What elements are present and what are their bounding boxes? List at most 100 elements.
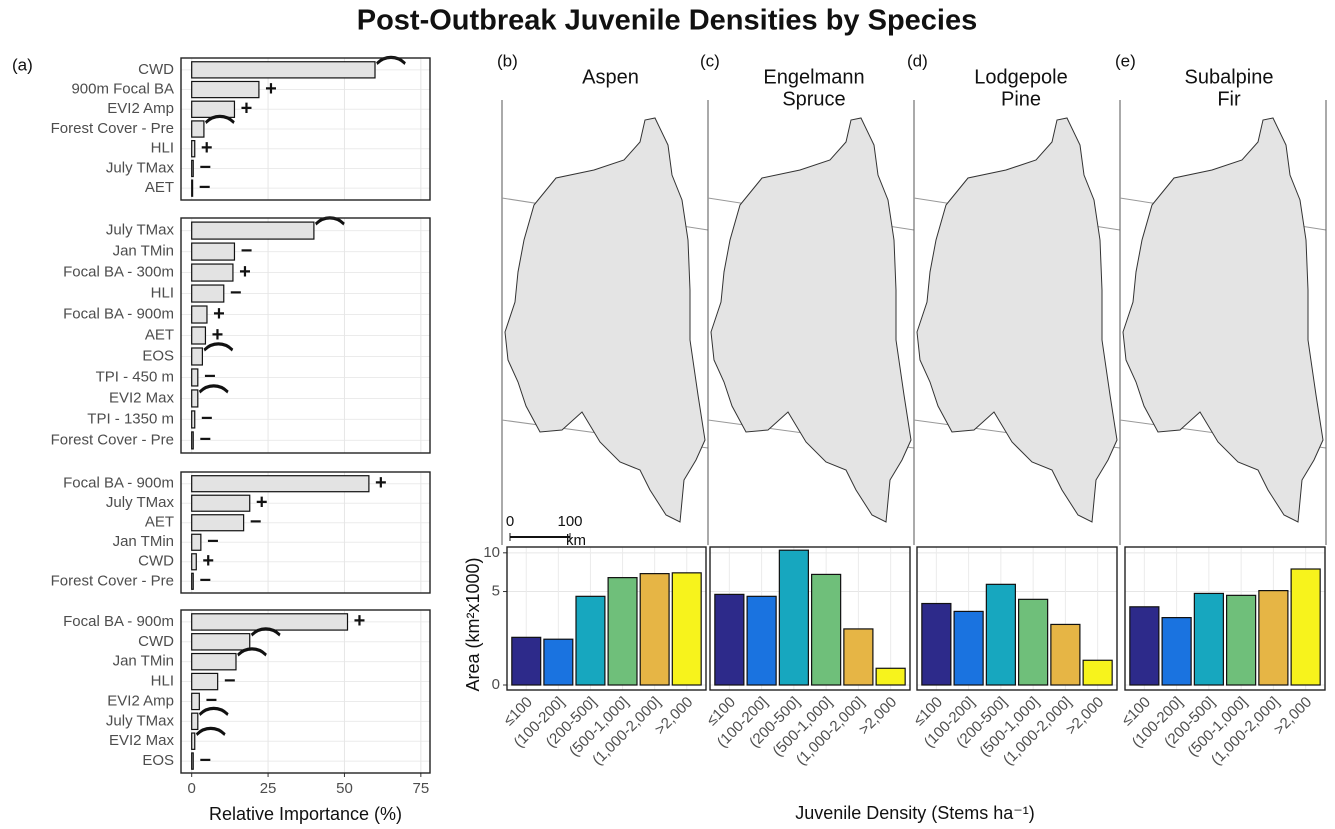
panel-border	[916, 546, 1118, 691]
bar	[1129, 606, 1160, 686]
bar	[191, 431, 194, 450]
category-label: Focal BA - 900m	[63, 475, 174, 492]
category-label: TPI - 450 m	[96, 368, 174, 385]
effect-symbol: −	[199, 429, 211, 451]
y-tick-label: 0	[492, 676, 500, 693]
bar	[191, 100, 236, 118]
x-tick-label: 75	[412, 780, 429, 797]
x-axis-label: Relative Importance (%)	[209, 804, 402, 824]
category-label: EOS	[142, 347, 174, 364]
bar	[191, 692, 200, 711]
category-label: Forest Cover - Pre	[51, 120, 174, 137]
map	[501, 100, 709, 545]
effect-symbol: ⌒	[199, 707, 229, 740]
panel-border	[180, 471, 431, 594]
bar	[1226, 594, 1257, 686]
category-label: July TMax	[106, 712, 175, 729]
effect-symbol: −	[199, 176, 211, 198]
bar	[191, 494, 251, 512]
bar	[191, 572, 194, 590]
bar	[191, 263, 234, 282]
category-label: July TMax	[106, 159, 175, 176]
bar	[191, 284, 225, 303]
species-title: Engelmann	[763, 66, 864, 88]
y-tick-label: 5	[492, 583, 500, 600]
bar	[191, 221, 315, 240]
bar	[191, 389, 199, 408]
species-title: Fir	[1217, 88, 1241, 110]
bar	[191, 410, 196, 429]
effect-symbol: +	[239, 261, 251, 283]
effect-symbol: ⌒	[205, 115, 235, 148]
panel-border	[180, 57, 431, 201]
maps	[501, 100, 1327, 545]
category-label: Forest Cover - Pre	[51, 431, 174, 448]
effect-symbol: −	[199, 570, 211, 592]
y-tick-label: 10	[483, 544, 500, 561]
bar	[843, 628, 874, 686]
bar	[191, 712, 199, 731]
effect-symbol: +	[375, 472, 387, 494]
panel-label: (e)	[1115, 51, 1136, 70]
bar	[191, 633, 251, 651]
bar	[1193, 592, 1224, 686]
bar	[671, 572, 702, 686]
scale-label: 100	[557, 513, 582, 530]
bar	[1018, 598, 1049, 686]
bar	[191, 652, 237, 671]
panel-border	[180, 217, 431, 454]
category-label: TPI - 1350 m	[87, 410, 174, 427]
bar	[191, 475, 370, 493]
effect-symbol: ⌒	[376, 56, 406, 89]
panel-border	[1124, 546, 1326, 691]
category-label: CWD	[138, 633, 174, 650]
category-label: CWD	[138, 61, 174, 78]
bar	[191, 514, 245, 532]
effect-symbol: −	[201, 408, 213, 430]
x-tick-label: 50	[336, 780, 353, 797]
bar	[191, 179, 194, 197]
effect-symbol: −	[241, 240, 253, 262]
effect-symbol: +	[213, 303, 225, 325]
bar	[191, 159, 194, 178]
bar	[921, 602, 952, 686]
x-tick-label: 0	[188, 780, 196, 797]
effect-symbol: −	[199, 749, 211, 771]
category-label: July TMax	[106, 494, 175, 511]
panel-border	[709, 546, 911, 691]
effect-symbol: ⌒	[199, 384, 229, 417]
bar	[778, 549, 809, 686]
bar	[543, 638, 574, 686]
species-title: Spruce	[782, 88, 845, 110]
category-label: Jan TMin	[113, 243, 174, 260]
category-label: Forest Cover - Pre	[51, 572, 174, 589]
effect-symbol: −	[250, 511, 262, 533]
effect-symbol: ⌒	[237, 648, 267, 681]
species-title: Lodgepole	[974, 66, 1067, 88]
scale-label: 0	[506, 513, 514, 530]
bar	[191, 672, 219, 691]
category-label: AET	[145, 179, 174, 196]
panel-label: (a)	[12, 55, 33, 74]
category-label: Focal BA - 900m	[63, 613, 174, 630]
effect-symbol: +	[201, 137, 213, 159]
map	[913, 100, 1121, 545]
bar	[1258, 590, 1289, 686]
map	[1119, 100, 1327, 545]
effect-symbol: +	[265, 78, 277, 100]
bar	[746, 595, 777, 686]
effect-symbol: +	[212, 324, 224, 346]
bar	[1161, 617, 1192, 686]
category-label: Focal BA - 900m	[63, 305, 174, 322]
map-region	[504, 117, 706, 523]
bar	[607, 577, 638, 686]
effect-symbol: −	[224, 670, 236, 692]
effect-symbol: +	[241, 98, 253, 120]
effect-symbol: −	[199, 157, 211, 179]
panel-border	[506, 546, 707, 691]
category-label: 900m Focal BA	[71, 81, 174, 98]
bar	[191, 140, 196, 158]
bar	[191, 80, 260, 99]
bar	[985, 583, 1016, 686]
bar	[1082, 659, 1113, 686]
